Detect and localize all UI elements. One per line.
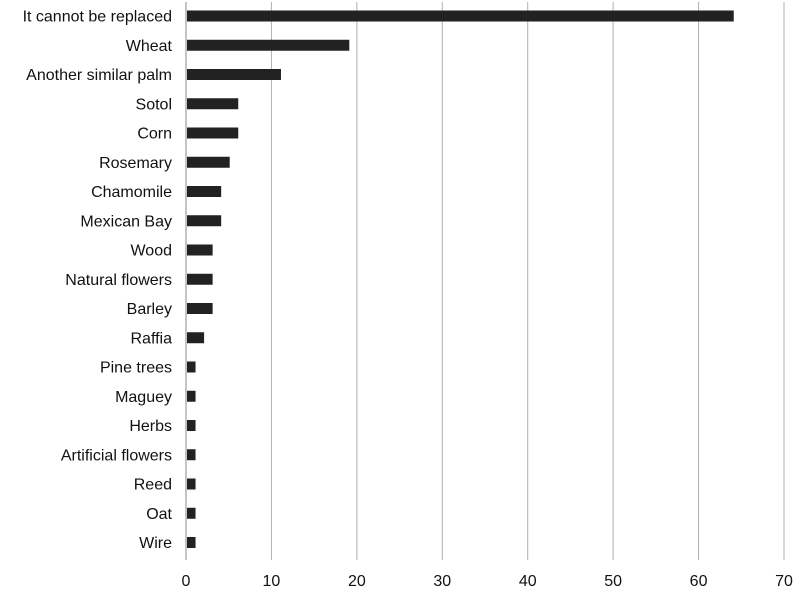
bar-0 [187, 10, 734, 22]
category-label-4: Corn [137, 126, 172, 143]
bar-11 [187, 332, 205, 344]
x-tick-label-30: 30 [433, 573, 451, 590]
x-tick-label-20: 20 [348, 573, 366, 590]
bar-14 [187, 420, 196, 431]
bar-12 [187, 361, 196, 373]
category-label-0: It cannot be replaced [23, 9, 172, 26]
x-tick-label-10: 10 [263, 573, 281, 590]
gridlines [185, 2, 785, 560]
bar-3 [187, 98, 239, 110]
category-labels: It cannot be replaced Wheat Another simila… [23, 9, 173, 553]
x-tick-label-0: 0 [182, 573, 191, 590]
bar-6 [187, 186, 222, 197]
category-label-3: Sotol [136, 96, 172, 113]
bars [187, 10, 734, 548]
x-tick-label-70: 70 [775, 573, 793, 590]
category-label-15: Artificial flowers [61, 447, 172, 464]
bar-9 [187, 273, 213, 285]
bar-13 [187, 390, 196, 402]
category-label-1: Wheat [126, 38, 173, 55]
category-label-2: Another similar palm [26, 67, 172, 84]
bar-2 [187, 69, 281, 80]
x-tick-labels: 0 10 20 30 40 50 60 70 [182, 573, 793, 590]
category-label-5: Rosemary [99, 155, 172, 172]
category-label-9: Natural flowers [65, 272, 172, 289]
bar-17 [187, 507, 196, 519]
category-label-6: Chamomile [91, 184, 172, 201]
bar-4 [187, 127, 239, 139]
bar-10 [187, 303, 213, 314]
x-tick-label-40: 40 [519, 573, 537, 590]
category-label-18: Wire [139, 535, 172, 552]
category-label-17: Oat [146, 506, 172, 523]
bar-8 [187, 244, 213, 256]
bar-7 [187, 215, 222, 227]
category-label-14: Herbs [129, 418, 172, 435]
category-label-13: Maguey [115, 389, 172, 406]
category-label-7: Mexican Bay [80, 213, 172, 230]
category-label-12: Pine trees [100, 360, 172, 377]
bar-16 [187, 478, 196, 490]
x-tick-label-50: 50 [604, 573, 622, 590]
bar-18 [187, 537, 196, 548]
x-tick-label-60: 60 [690, 573, 708, 590]
category-label-10: Barley [127, 301, 172, 318]
bar-5 [187, 156, 230, 168]
bar-15 [187, 449, 196, 461]
category-label-16: Reed [134, 477, 172, 494]
bar-1 [187, 39, 350, 51]
category-label-11: Raffia [130, 330, 172, 347]
category-label-8: Wood [130, 243, 172, 260]
